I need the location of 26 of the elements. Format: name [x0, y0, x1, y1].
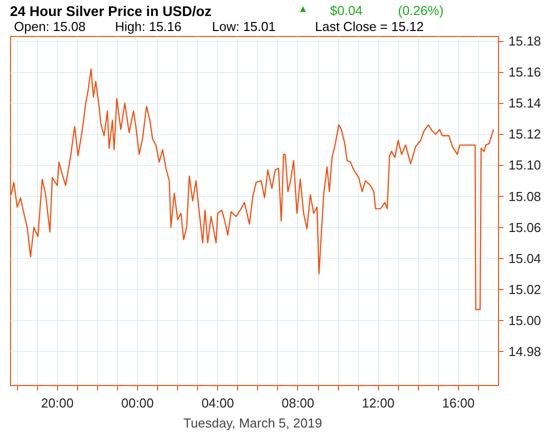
y-tick-label: 15.16 [508, 64, 542, 80]
y-tick-label: 15.02 [508, 282, 542, 297]
text: Last Close = 15.12 [315, 18, 424, 36]
y-tick-label: 14.98 [508, 344, 542, 359]
x-tick-label: 00:00 [121, 396, 154, 410]
x-axis-title: Tuesday, March 5, 2019 [183, 416, 322, 430]
y-tick-label: 15.14 [508, 96, 542, 111]
x-tick-label: 16:00 [442, 396, 475, 410]
y-tick-label: 15.10 [508, 158, 542, 173]
text: Open: 15.08 [14, 18, 86, 36]
x-tick-label: 20:00 [41, 396, 74, 410]
x-tick-label: 04:00 [201, 396, 234, 410]
y-tick-label: 15.04 [508, 250, 542, 266]
text: (0.26%) [398, 2, 444, 20]
x-tick-label: 12:00 [362, 396, 394, 410]
y-tick-label: 15.06 [508, 220, 542, 235]
y-tick-label: 15.12 [508, 126, 542, 142]
x-tick-label: 08:00 [282, 396, 314, 410]
text: High: 15.16 [115, 18, 182, 36]
text: ▲ [298, 3, 308, 17]
y-tick-label: 15.00 [508, 312, 542, 328]
text: Low: 15.01 [212, 18, 276, 36]
y-tick-label: 15.08 [508, 188, 542, 204]
chart-title: 24 Hour Silver Price in USD/oz [10, 2, 212, 21]
y-tick-label: 15.18 [508, 34, 542, 49]
text: $0.04 [330, 2, 363, 20]
